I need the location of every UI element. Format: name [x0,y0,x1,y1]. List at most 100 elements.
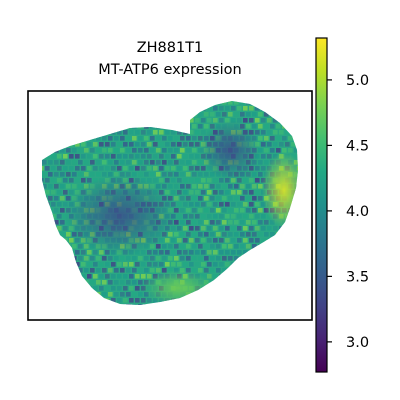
spot [300,244,305,249]
spot [114,160,119,165]
spot [51,310,56,315]
spot [102,256,107,261]
spot [261,214,266,219]
spot [276,280,281,285]
spot [285,238,290,243]
spot [294,304,298,305]
spot [303,274,308,279]
spot [93,286,98,291]
spot [285,298,290,303]
spot [276,304,281,305]
spot [285,310,290,315]
spot [156,160,161,165]
spot [276,232,281,237]
spot [198,196,203,201]
spot [276,268,281,273]
spot [132,124,137,129]
spot [219,250,224,255]
spot [189,202,194,207]
spot [228,268,233,273]
spot [195,166,200,171]
spot [45,106,50,111]
spot [57,166,62,171]
spot [162,256,167,261]
spot [234,292,239,297]
spot [294,280,298,285]
spot [114,280,119,285]
spot [303,226,308,231]
spot [210,232,215,237]
spot [123,166,128,171]
spot [240,244,245,249]
spot [216,232,221,237]
spot [195,190,200,195]
spot [207,250,212,255]
spot [180,232,185,237]
spot [243,202,248,207]
spot [198,292,203,297]
spot [57,118,62,123]
spot [105,166,110,171]
spot [63,142,68,147]
spot [291,214,296,219]
spot [210,184,215,189]
spot [90,148,95,153]
spot [198,208,203,213]
spot [264,232,269,237]
spot [93,298,98,303]
spot [132,101,137,105]
colorbar-ticks: 3.0 3.5 4.0 4.5 5.0 [327,73,369,351]
spot [42,304,47,305]
spot [48,304,53,305]
spot [201,310,206,315]
spot [225,262,230,267]
spot [225,310,230,315]
spot [252,196,257,201]
spot [183,202,188,207]
spot [207,274,212,279]
spot [279,130,284,135]
spot [285,106,290,111]
spot [144,112,149,117]
spot [51,250,56,255]
spot [54,101,59,105]
spot [42,112,47,117]
spot [57,130,62,135]
spot [186,220,191,225]
spot [252,112,257,117]
spot [234,112,239,117]
spot [192,112,197,117]
spot [54,292,59,297]
spot [288,256,293,261]
spot [291,142,296,147]
spot [108,280,113,285]
spot [60,280,65,285]
spot [42,190,44,195]
spot [78,256,83,261]
spot [36,220,41,225]
spot [60,220,65,225]
spot [273,298,278,303]
spot [51,298,56,303]
spot [189,226,194,231]
spot [225,250,230,255]
spot [45,286,50,291]
spot [69,118,74,123]
spot [42,214,44,219]
spot [153,130,158,135]
spot [114,101,119,105]
spot [243,118,248,123]
spot [42,196,47,201]
spot [120,160,125,165]
spot [216,220,221,225]
spot [246,292,251,297]
spot [51,238,56,243]
spot [99,166,104,171]
spot [96,280,101,285]
spot [87,118,92,123]
spot [219,202,224,207]
spot [198,244,203,249]
spot [234,244,239,249]
spot [171,310,176,315]
spot [177,130,182,135]
